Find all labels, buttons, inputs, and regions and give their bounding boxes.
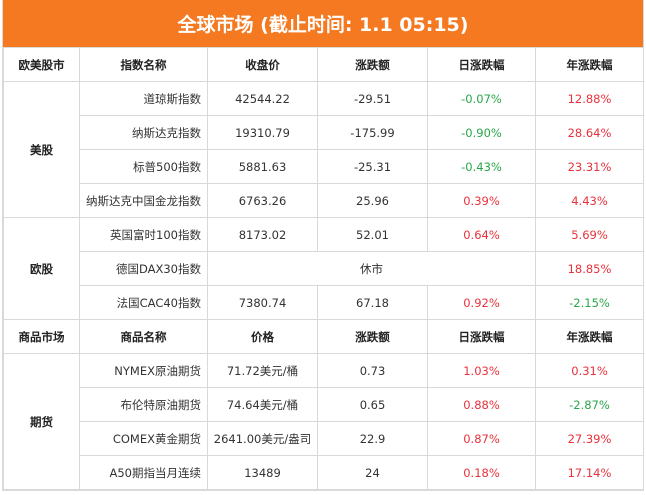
instrument-name: COMEX黄金期货 [79, 421, 208, 456]
day-change-pct: -0.43% [427, 149, 536, 184]
close-price: 42544.22 [207, 81, 318, 116]
header-cell: 商品市场 [3, 319, 80, 354]
group-label: 欧股 [3, 217, 80, 320]
table-row: 期货 NYMEX原油期货 71.72美元/桶 0.73 1.03% 0.31% [3, 353, 644, 490]
header-cell: 涨跌额 [317, 47, 428, 82]
year-change-pct: 0.31% [535, 353, 644, 388]
day-change-pct: 0.87% [427, 421, 536, 456]
day-change-pct: 0.18% [427, 455, 536, 490]
table-row: 美股 道琼斯指数 42544.22 -29.51 -0.07% 12.88% [3, 81, 644, 218]
day-change-pct: -0.90% [427, 115, 536, 150]
day-change-pct: 0.92% [427, 285, 536, 320]
group-label: 美股 [3, 81, 80, 218]
change-amount: -175.99 [317, 115, 428, 150]
day-change-pct: -0.07% [427, 81, 536, 116]
header-cell: 年涨跌幅 [535, 319, 644, 354]
table-row: 纳斯达克中国金龙指数 6763.26 25.96 0.39% 4.43% [4, 183, 644, 218]
group-label: 期货 [3, 353, 80, 490]
stock-header-row: 欧美股市 指数名称 收盘价 涨跌额 日涨跌幅 年涨跌幅 [3, 47, 644, 82]
instrument-name: 纳斯达克中国金龙指数 [79, 183, 208, 218]
header-cell: 商品名称 [79, 319, 208, 354]
header-cell: 价格 [207, 319, 318, 354]
instrument-name: NYMEX原油期货 [79, 353, 208, 388]
close-price: 13489 [207, 455, 318, 490]
day-change-pct: 1.03% [427, 353, 536, 388]
instrument-name: 德国DAX30指数 [79, 251, 208, 286]
change-amount: -25.31 [317, 149, 428, 184]
change-amount: 0.65 [317, 387, 428, 422]
instrument-name: 道琼斯指数 [79, 81, 208, 116]
header-cell: 涨跌额 [317, 319, 428, 354]
header-cell: 日涨跌幅 [427, 319, 536, 354]
year-change-pct: 18.85% [535, 251, 644, 286]
change-amount: 22.9 [317, 421, 428, 456]
table-row: COMEX黄金期货 2641.00美元/盎司 22.9 0.87% 27.39% [4, 421, 644, 456]
year-change-pct: 23.31% [535, 149, 644, 184]
close-price: 71.72美元/桶 [207, 353, 318, 388]
header-cell: 收盘价 [207, 47, 318, 82]
change-amount: -29.51 [317, 81, 428, 116]
instrument-name: A50期指当月连续 [79, 455, 208, 490]
change-amount: 52.01 [317, 217, 428, 252]
header-cell: 日涨跌幅 [427, 47, 536, 82]
day-change-pct: 0.39% [427, 183, 536, 218]
instrument-name: 法国CAC40指数 [79, 285, 208, 320]
table-row: A50期指当月连续 13489 24 0.18% 17.14% [4, 455, 644, 490]
change-amount: 24 [317, 455, 428, 490]
instrument-name: 布伦特原油期货 [79, 387, 208, 422]
change-amount: 0.73 [317, 353, 428, 388]
year-change-pct: 27.39% [535, 421, 644, 456]
close-price: 5881.63 [207, 149, 318, 184]
year-change-pct: 17.14% [535, 455, 644, 490]
close-price: 19310.79 [207, 115, 318, 150]
header-cell: 指数名称 [79, 47, 208, 82]
year-change-pct: -2.87% [535, 387, 644, 422]
table-row: 标普500指数 5881.63 -25.31 -0.43% 23.31% [4, 149, 644, 184]
market-table: 欧美股市 指数名称 收盘价 涨跌额 日涨跌幅 年涨跌幅 美股 道琼斯指数 42544.22 -29… [3, 47, 644, 490]
year-change-pct: 4.43% [535, 183, 644, 218]
close-price: 8173.02 [207, 217, 318, 252]
instrument-name: 标普500指数 [79, 149, 208, 184]
table-row: 法国CAC40指数 7380.74 67.18 0.92% -2.15% [4, 285, 644, 320]
day-change-pct: 0.64% [427, 217, 536, 252]
header-cell: 欧美股市 [3, 47, 80, 82]
close-price: 74.64美元/桶 [207, 387, 318, 422]
year-change-pct: 5.69% [535, 217, 644, 252]
table-row: 欧股 英国富时100指数 8173.02 52.01 0.64% 5.69% [3, 217, 644, 320]
change-amount: 25.96 [317, 183, 428, 218]
closed-status: 休市 [207, 251, 536, 286]
header-cell: 年涨跌幅 [535, 47, 644, 82]
year-change-pct: 28.64% [535, 115, 644, 150]
change-amount: 67.18 [317, 285, 428, 320]
table-row: 纳斯达克指数 19310.79 -175.99 -0.90% 28.64% [4, 115, 644, 150]
table-row: 德国DAX30指数 休市 18.85% [4, 251, 644, 286]
instrument-name: 英国富时100指数 [79, 217, 208, 252]
year-change-pct: 12.88% [535, 81, 644, 116]
panel-title: 全球市场 (截止时间: 1.1 05:15) [3, 0, 643, 47]
close-price: 6763.26 [207, 183, 318, 218]
year-change-pct: -2.15% [535, 285, 644, 320]
commodity-header-row: 商品市场 商品名称 价格 涨跌额 日涨跌幅 年涨跌幅 [3, 319, 644, 354]
close-price: 7380.74 [207, 285, 318, 320]
table-row: 布伦特原油期货 74.64美元/桶 0.65 0.88% -2.87% [4, 387, 644, 422]
close-price: 2641.00美元/盎司 [207, 421, 318, 456]
instrument-name: 纳斯达克指数 [79, 115, 208, 150]
day-change-pct: 0.88% [427, 387, 536, 422]
